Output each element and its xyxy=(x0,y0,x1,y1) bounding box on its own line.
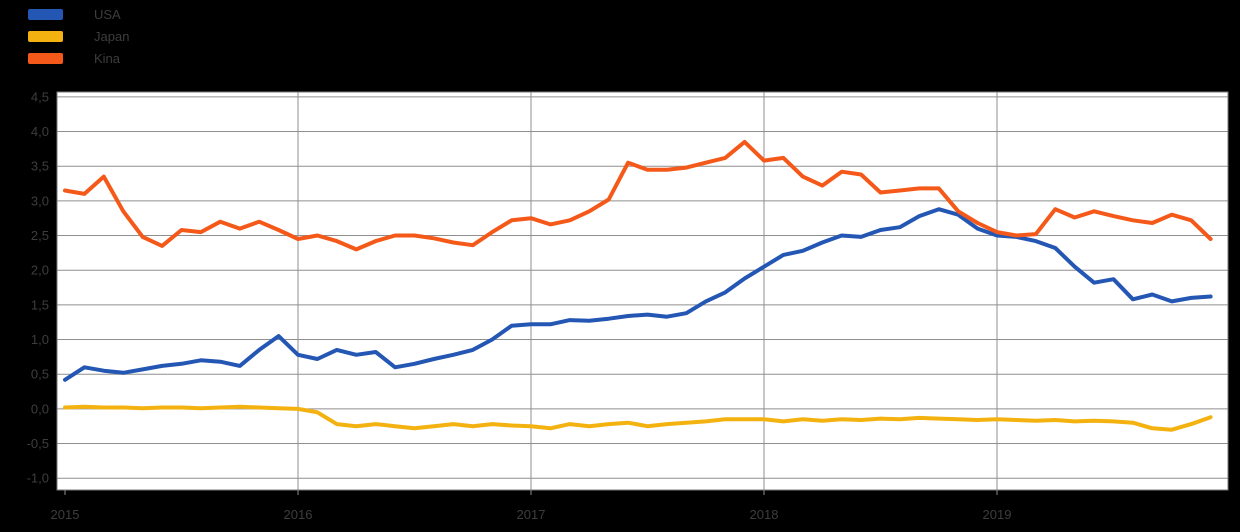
y-tick-label: 0,0 xyxy=(31,401,49,416)
y-tick-label: 2,5 xyxy=(31,228,49,243)
legend-label-japan: Japan xyxy=(94,29,130,44)
y-tick-label: 0,5 xyxy=(31,367,49,382)
series-line-japan xyxy=(63,404,1213,432)
x-tick-label: 2019 xyxy=(983,507,1012,522)
series-line-kina xyxy=(63,139,1213,252)
plot-area xyxy=(57,92,1228,490)
series-line-usa xyxy=(63,207,1213,382)
x-tick-label: 2018 xyxy=(750,507,779,522)
legend-swatch-kina xyxy=(28,53,63,64)
x-tick-label: 2016 xyxy=(284,507,313,522)
y-tick-label: -0,5 xyxy=(27,436,49,451)
legend: USA Japan Kina xyxy=(28,7,129,66)
plot-border xyxy=(56,91,1229,491)
legend-label-usa: USA xyxy=(94,7,121,22)
legend-item-usa: USA xyxy=(28,7,129,22)
x-tick-label: 2015 xyxy=(51,507,80,522)
y-tick-label: 1,0 xyxy=(31,332,49,347)
y-tick-label: 2,0 xyxy=(31,263,49,278)
legend-item-kina: Kina xyxy=(28,51,129,66)
legend-item-japan: Japan xyxy=(28,29,129,44)
y-tick-label: 3,5 xyxy=(31,159,49,174)
legend-swatch-usa xyxy=(28,9,63,20)
legend-label-kina: Kina xyxy=(94,51,121,66)
legend-swatch-japan xyxy=(28,31,63,42)
y-tick-label: 3,0 xyxy=(31,193,49,208)
y-tick-label: 4,0 xyxy=(31,124,49,139)
y-tick-label: -1,0 xyxy=(27,471,49,486)
y-tick-label: 4,5 xyxy=(31,89,49,104)
x-tick-label: 2017 xyxy=(517,507,546,522)
y-tick-label: 1,5 xyxy=(31,297,49,312)
